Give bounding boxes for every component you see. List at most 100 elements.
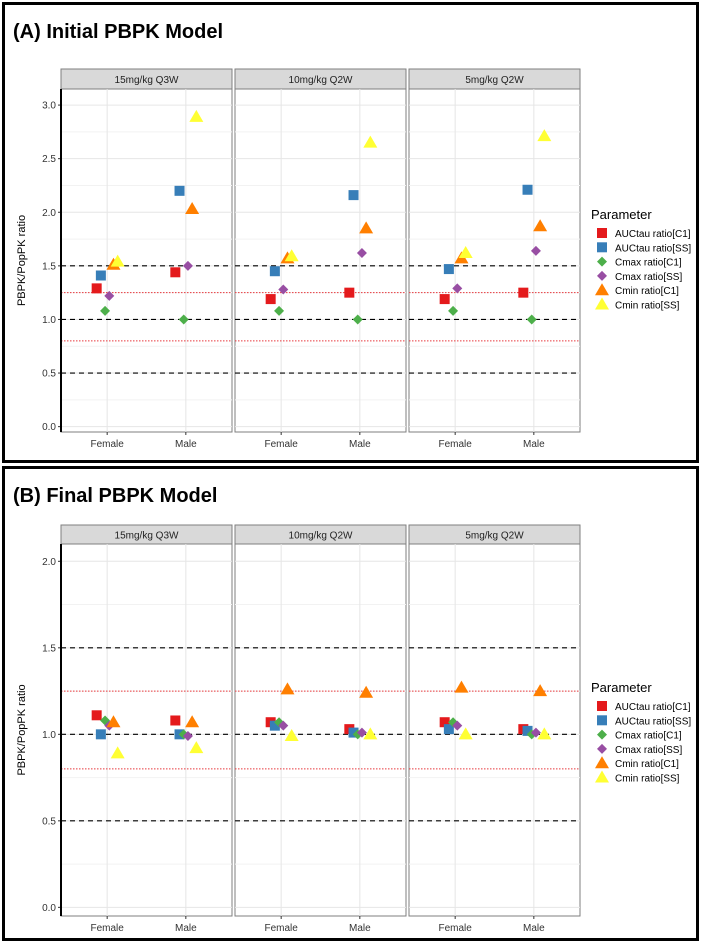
data-point	[170, 267, 181, 278]
facet-5mg-kg-q2w: 5mg/kg Q2W Female Male	[408, 68, 581, 450]
legend: Parameter AUCtau ratio[C1] AUCtau ratio[SS…	[591, 207, 691, 312]
legend-key	[595, 770, 609, 783]
data-point	[526, 729, 537, 740]
data-point	[348, 727, 359, 738]
y-tick-label: 1.0	[42, 730, 56, 741]
legend-label: AUCtau ratio[C1]	[615, 229, 691, 240]
data-point	[452, 720, 463, 731]
data-point	[439, 294, 450, 305]
y-tick-label: 2.0	[42, 557, 56, 568]
data-point	[170, 715, 181, 726]
facet-5mg-kg-q2w: 5mg/kg Q2W Female Male	[408, 524, 581, 934]
data-point	[106, 715, 121, 728]
x-tick-label: Female	[438, 439, 472, 450]
data-point	[522, 184, 533, 195]
data-point	[104, 290, 115, 301]
legend-key	[597, 701, 607, 711]
x-tick-label: Male	[523, 923, 545, 934]
y-tick-label: 0.5	[42, 816, 56, 827]
data-point	[274, 717, 285, 728]
legend: Parameter AUCtau ratio[C1] AUCtau ratio[SS…	[591, 680, 691, 785]
data-point	[178, 314, 189, 325]
panel-initial-pbpk: (A) Initial PBPK Model PBPK/PopPK ratio 0…	[2, 2, 699, 463]
legend-title: Parameter	[591, 680, 652, 695]
facet-panel	[60, 543, 233, 917]
legend-label: AUCtau ratio[C1]	[615, 702, 691, 713]
legend-key	[597, 242, 607, 253]
facet-strip-label: 5mg/kg Q2W	[465, 531, 524, 542]
legend-label: Cmax ratio[C1]	[615, 731, 682, 742]
data-point	[359, 685, 374, 698]
data-point	[182, 260, 193, 271]
data-point	[352, 314, 363, 325]
data-point	[439, 717, 450, 728]
legend-label: Cmin ratio[C1]	[615, 759, 679, 770]
x-tick-label: Male	[349, 923, 371, 934]
data-point	[182, 731, 193, 742]
facet-15mg-kg-q3w: 15mg/kg Q3W Female Male	[60, 68, 233, 450]
data-point	[448, 305, 459, 316]
data-point	[265, 294, 276, 305]
data-point	[95, 270, 106, 281]
data-point	[110, 254, 125, 267]
facet-strip-label: 15mg/kg Q3W	[115, 531, 179, 542]
facet-10mg-kg-q2w: 10mg/kg Q2W Female Male	[234, 68, 407, 450]
data-point	[185, 715, 200, 728]
x-tick-label: Female	[438, 923, 472, 934]
data-point	[537, 129, 552, 142]
data-point	[454, 680, 469, 693]
data-point	[348, 190, 359, 201]
facet-strip-label: 10mg/kg Q2W	[289, 531, 353, 542]
data-point	[458, 727, 473, 740]
legend-label: Cmin ratio[C1]	[615, 286, 679, 297]
data-point	[526, 314, 537, 325]
legend-key	[597, 743, 607, 754]
data-point	[100, 305, 111, 316]
y-tick-label: 1.0	[42, 315, 56, 326]
data-point	[91, 710, 102, 721]
data-point	[280, 682, 295, 695]
legend-key	[595, 756, 609, 769]
facet-panel	[60, 88, 233, 433]
data-point	[452, 283, 463, 294]
legend-label: Cmax ratio[SS]	[615, 272, 682, 283]
legend-key	[597, 270, 607, 281]
chart-initial-pbpk: PBPK/PopPK ratio 0.0 0.5 1.0 1.5 2.0 2.5 3.0 15m…	[16, 68, 691, 450]
facet-strip-label: 15mg/kg Q3W	[115, 75, 179, 86]
panel-final-pbpk: (B) Final PBPK Model PBPK/PopPK ratio 0.0…	[2, 466, 699, 941]
data-point	[359, 221, 374, 234]
legend-label: AUCtau ratio[SS]	[615, 716, 691, 727]
facet-strip-label: 10mg/kg Q2W	[289, 75, 353, 86]
y-tick-label: 1.5	[42, 261, 56, 272]
legend-key	[597, 715, 607, 726]
legend-key	[597, 256, 607, 267]
data-point	[522, 725, 533, 736]
legend-label: AUCtau ratio[SS]	[615, 243, 691, 254]
facet-strip-label: 5mg/kg Q2W	[465, 75, 524, 86]
data-point	[443, 264, 454, 275]
data-point	[185, 202, 200, 215]
y-tick-label: 1.5	[42, 643, 56, 654]
y-tick-label: 3.0	[42, 101, 56, 112]
data-point	[448, 717, 459, 728]
facet-panel	[408, 543, 581, 917]
legend-key	[595, 283, 609, 296]
data-point	[518, 287, 529, 298]
y-axis-label: PBPK/PopPK ratio	[16, 215, 28, 306]
y-tick-label: 2.0	[42, 208, 56, 219]
data-point	[284, 249, 299, 262]
facet-15mg-kg-q3w: 15mg/kg Q3W Female Male	[60, 524, 233, 934]
x-tick-label: Male	[523, 439, 545, 450]
data-point	[284, 729, 299, 742]
data-point	[91, 283, 102, 294]
data-point	[278, 284, 289, 295]
legend-label: Cmin ratio[SS]	[615, 774, 680, 785]
x-tick-label: Male	[175, 439, 197, 450]
legend-label: Cmax ratio[C1]	[615, 258, 682, 269]
chart-final-pbpk: PBPK/PopPK ratio 0.0 0.5 1.0 1.5 2.0 15mg/kg Q…	[16, 524, 691, 934]
data-point	[356, 247, 367, 258]
data-point	[363, 135, 378, 148]
data-point	[274, 305, 285, 316]
x-tick-label: Male	[349, 439, 371, 450]
data-point	[443, 724, 454, 735]
